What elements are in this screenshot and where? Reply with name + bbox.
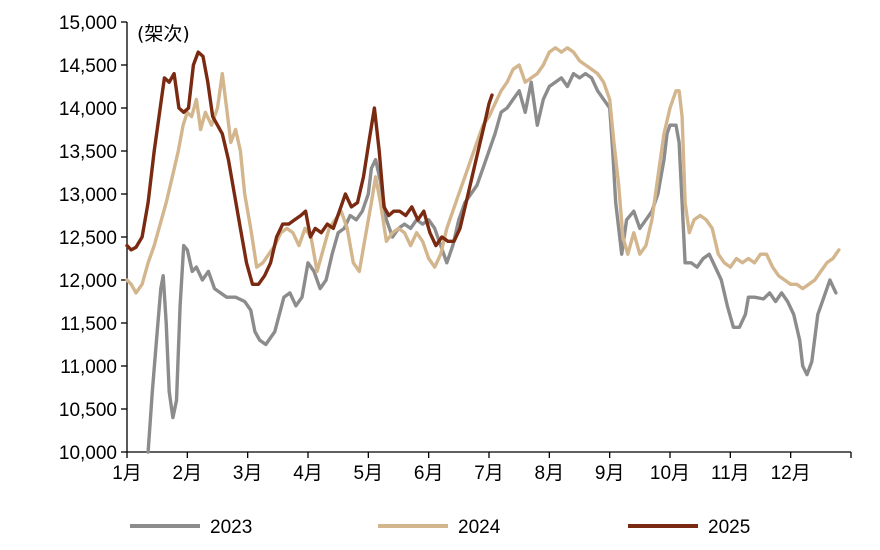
y-tick-label: 13,500	[59, 142, 117, 163]
y-tick-label: 11,500	[60, 314, 117, 335]
legend-label-2023: 2023	[210, 517, 252, 538]
legend-label-2025: 2025	[708, 517, 750, 538]
y-tick-label: 12,000	[59, 271, 117, 292]
x-tick-label: 7月	[474, 463, 504, 484]
legend-label-2024: 2024	[458, 517, 501, 538]
y-tick-label: 11,000	[60, 357, 117, 378]
x-tick-label: 9月	[595, 463, 625, 484]
chart-series-lines	[125, 46, 841, 454]
x-tick-label: 11月	[711, 463, 750, 484]
x-tick-label: 3月	[233, 463, 263, 484]
x-tick-label: 8月	[535, 463, 565, 484]
x-tick-label: 5月	[354, 463, 384, 484]
y-axis-unit-label: (架次)	[137, 23, 190, 45]
y-tick-label: 14,500	[59, 56, 117, 77]
x-tick-label: 2月	[173, 463, 203, 484]
chart-axes: 10,000 10,500 11,000 11,500 12,000 12,500 13,0…	[59, 13, 852, 484]
y-tick-label: 10,000	[59, 443, 117, 464]
y-tick-label: 12,500	[59, 228, 117, 249]
x-tick-label: 1月	[112, 463, 142, 484]
y-tick-label: 10,500	[59, 400, 117, 421]
series-line-2025	[125, 50, 494, 286]
y-tick-label: 14,000	[59, 99, 117, 120]
series-line-2023	[146, 71, 838, 454]
y-tick-label: 13,000	[59, 185, 117, 206]
y-tick-label: 15,000	[59, 13, 117, 34]
x-tick-label: 10月	[650, 463, 690, 484]
x-tick-label: 4月	[293, 463, 323, 484]
x-tick-label: 12月	[771, 463, 811, 484]
chart-legend: 2023 2024 2025	[130, 517, 750, 538]
series-line-2024	[125, 46, 841, 295]
x-tick-label: 6月	[414, 463, 444, 484]
